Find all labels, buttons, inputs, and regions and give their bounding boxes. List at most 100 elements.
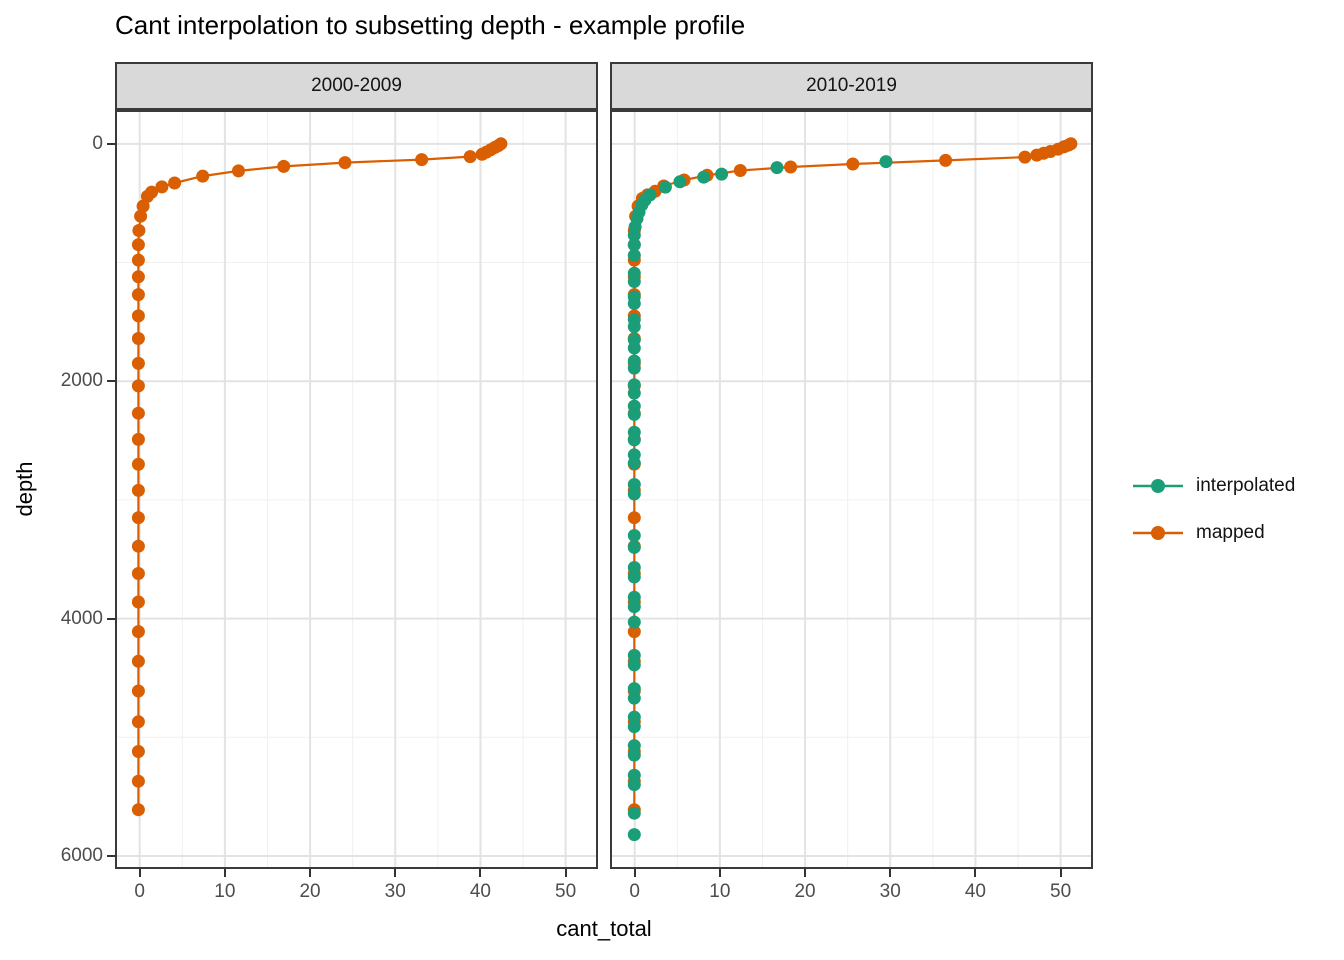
facet-label: 2010-2019 [806,75,897,96]
data-point-mapped [131,745,145,758]
data-point-interpolated [627,238,641,252]
x-tick-mark [223,869,226,877]
data-point-mapped [131,625,145,639]
data-point-mapped [131,253,145,267]
data-point-interpolated [627,248,641,262]
data-point-mapped [134,209,148,223]
data-point-interpolated [627,228,641,242]
data-point-mapped [232,164,245,178]
facet-label: 2000-2009 [311,75,402,96]
data-point-interpolated [627,529,641,542]
y-tick-mark [107,854,115,857]
data-point-interpolated [627,658,641,672]
data-point-mapped [627,511,641,525]
data-point-mapped [136,199,150,213]
data-point-mapped [155,180,169,194]
x-axis-title: cant_total [556,916,652,941]
data-point-mapped [627,625,641,639]
data-point-mapped [846,157,860,171]
data-point-interpolated [673,175,687,189]
data-point-mapped [131,457,145,471]
y-tick-label: 0 [92,132,103,154]
data-point-mapped [784,160,798,174]
legend-key-icon [1133,479,1183,493]
x-tick-label: 0 [134,881,145,902]
x-tick-mark [718,869,721,877]
data-point-mapped [939,153,953,167]
data-point-mapped [131,309,145,323]
facet-strip-2010-2019: 2010-2019 [610,62,1093,110]
y-tick-mark [107,142,115,145]
data-point-interpolated [627,828,641,842]
legend-item-mapped: mapped [1130,519,1295,547]
data-point-mapped [131,684,145,698]
data-point-mapped [131,539,145,553]
y-tick-label: 4000 [60,607,103,629]
data-point-mapped [338,156,352,170]
legend-key-dot [1151,479,1165,493]
data-point-mapped [475,147,489,161]
data-point-mapped [131,379,145,393]
legend-item-interpolated: interpolated [1130,472,1295,500]
data-point-interpolated [627,806,641,820]
data-point-mapped [132,224,146,237]
x-tick-mark [138,869,141,877]
panel-2010-2019 [610,110,1093,869]
x-tick-label: 10 [709,881,731,902]
y-tick-mark [107,380,115,383]
x-tick-label: 10 [214,881,236,902]
y-tick-mark [107,617,115,620]
data-point-interpolated [627,648,641,662]
x-tick-label: 0 [629,881,640,902]
legend-label: mapped [1196,522,1265,543]
x-tick-label: 30 [879,881,901,902]
data-point-mapped [131,406,145,420]
y-tick-label: 6000 [60,844,103,866]
x-tick-label: 40 [469,881,492,902]
data-point-interpolated [627,297,641,310]
data-point-interpolated [627,748,641,762]
series-line-mapped [633,142,1072,811]
data-point-mapped [131,483,145,497]
x-tick-label: 20 [794,881,816,902]
data-point-mapped [131,567,145,580]
panel-canvas [115,110,598,869]
data-point-interpolated [770,161,784,175]
data-point-interpolated [627,682,641,696]
data-point-mapped [131,803,145,817]
data-point-mapped [196,169,210,183]
x-tick-label: 30 [384,881,406,902]
data-point-mapped [131,270,145,284]
data-point-mapped [131,332,145,345]
data-point-mapped [168,176,182,190]
data-point-interpolated [627,540,641,554]
data-point-mapped [131,595,145,609]
data-point-mapped [1018,150,1032,164]
data-point-interpolated [627,570,641,584]
series-line-mapped [137,142,502,811]
data-point-interpolated [627,456,641,470]
x-tick-mark [633,869,636,877]
data-point-mapped [277,159,291,173]
x-tick-mark [309,869,312,877]
data-point-interpolated [627,600,641,614]
data-point-mapped [1030,148,1044,162]
x-tick-mark [1059,869,1062,877]
data-point-mapped [733,164,747,177]
data-point-interpolated [627,590,641,604]
data-point-interpolated [697,170,711,184]
x-tick-mark [804,869,807,877]
legend-key-icon [1133,526,1183,540]
data-point-interpolated [627,768,641,782]
data-point-interpolated [627,386,641,400]
data-point-interpolated [627,341,641,355]
data-point-interpolated [627,710,641,724]
x-tick-mark [889,869,892,877]
x-tick-mark [394,869,397,877]
y-axis-title: depth [12,461,37,517]
data-point-mapped [140,189,154,203]
data-point-interpolated [627,739,641,753]
facet-strip-2000-2009: 2000-2009 [115,62,598,110]
data-point-interpolated [627,720,641,734]
